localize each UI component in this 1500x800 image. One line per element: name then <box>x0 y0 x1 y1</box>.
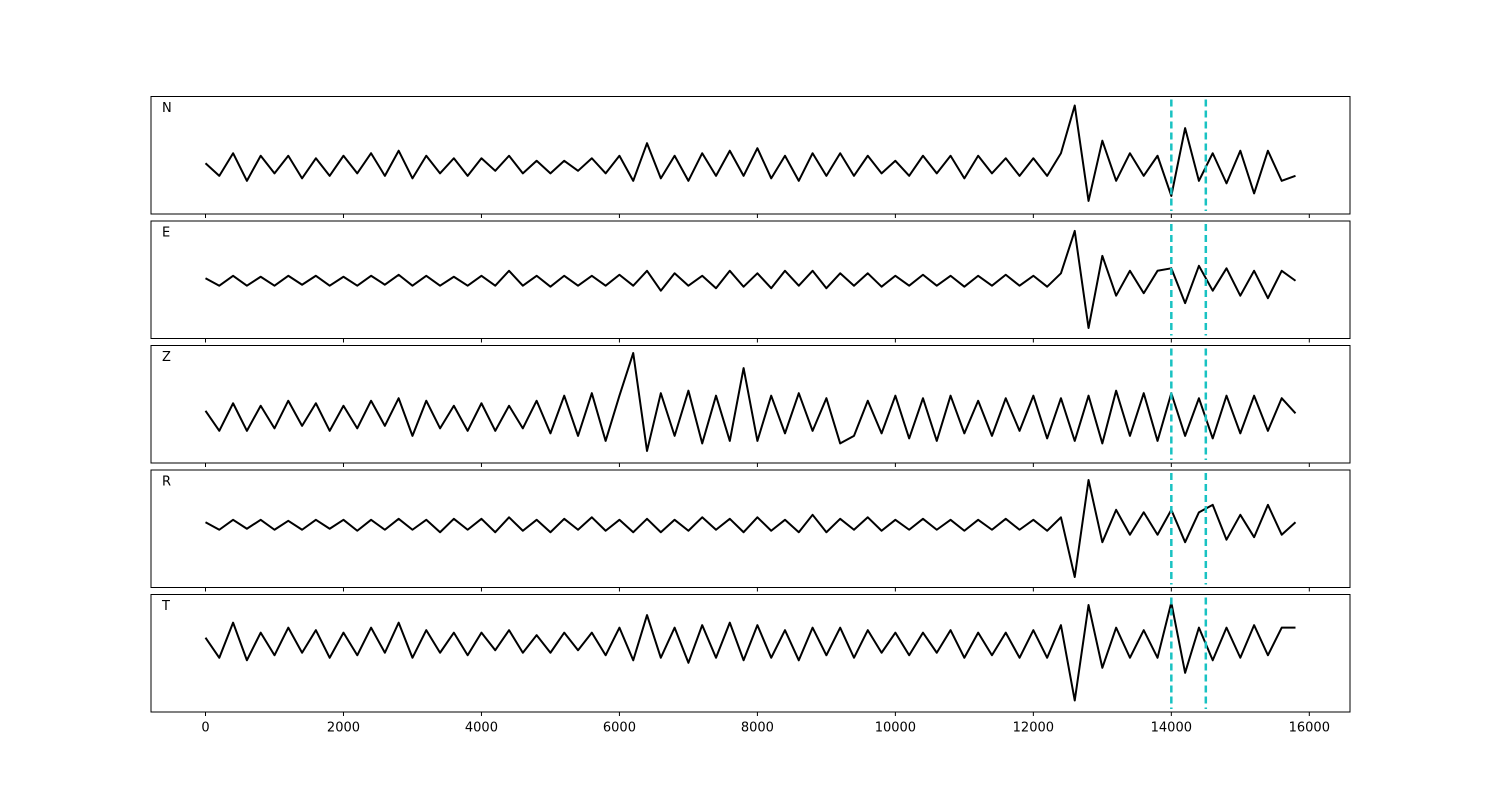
x-tick-label: 14000 <box>1151 721 1192 736</box>
panel-frame <box>150 469 1351 588</box>
x-tick-label: 12000 <box>1013 721 1054 736</box>
panel-label: E <box>162 226 170 241</box>
panel-label: T <box>161 599 170 614</box>
x-tick-label: 10000 <box>875 721 916 736</box>
x-tick-label: 0 <box>201 721 209 736</box>
panel-label: R <box>162 475 171 490</box>
trace <box>204 352 1297 452</box>
panel-label: N <box>162 101 172 116</box>
x-tick-label: 8000 <box>741 721 774 736</box>
trace <box>205 229 1297 330</box>
panel-label: Z <box>162 350 171 365</box>
x-tick-label: 6000 <box>603 721 636 736</box>
x-tick-label: 16000 <box>1289 721 1330 736</box>
trace <box>204 601 1296 702</box>
panel-frame <box>150 220 1351 339</box>
panel-frame <box>150 96 1351 215</box>
panel-frame <box>150 345 1351 464</box>
trace <box>205 478 1297 579</box>
x-tick-label: 2000 <box>327 721 360 736</box>
x-tick-label: 4000 <box>465 721 498 736</box>
panel-frame <box>150 594 1351 713</box>
trace <box>204 104 1296 202</box>
